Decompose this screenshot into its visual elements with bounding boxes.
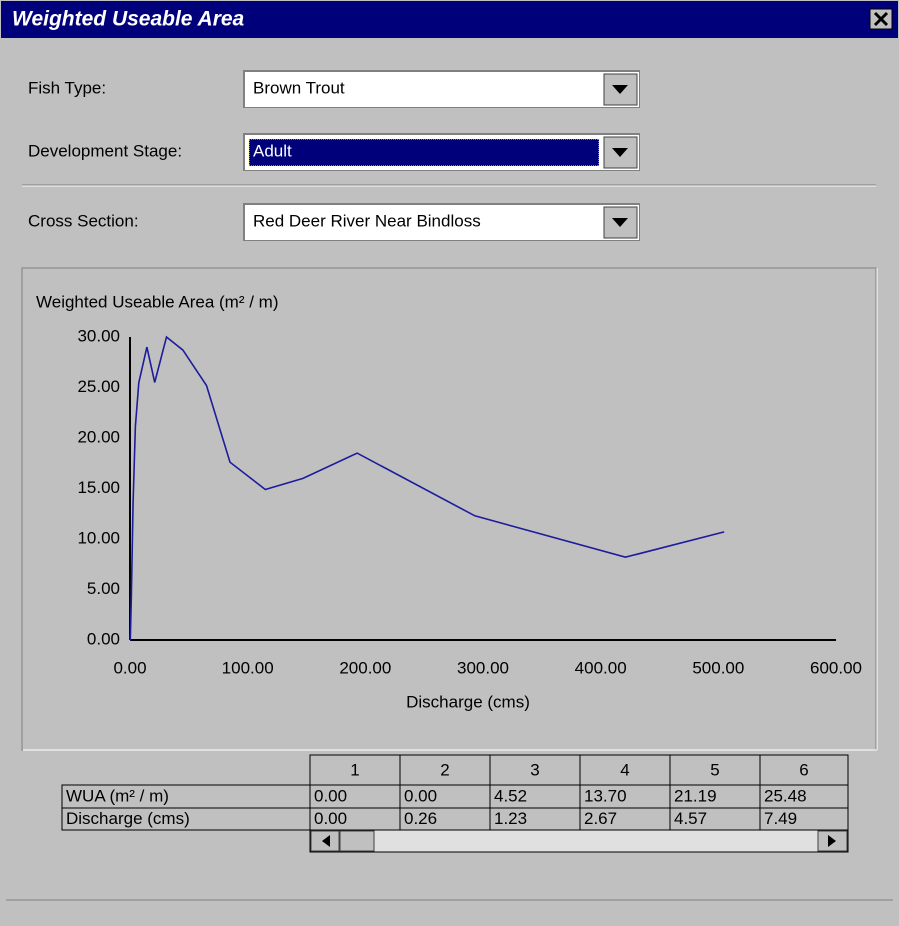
field-label: Fish Type:: [28, 78, 106, 97]
dropdown-arrow: [612, 148, 628, 157]
title-bar: [1, 1, 898, 38]
y-tick-label: 30.00: [77, 326, 120, 345]
dropdown-field: [245, 205, 639, 240]
cell: 13.70: [584, 786, 627, 805]
x-tick-label: 100.00: [222, 658, 274, 677]
close-button[interactable]: [869, 8, 893, 30]
arrow: [828, 835, 836, 847]
row-label: Discharge (cms): [66, 809, 190, 828]
scroll-thumb[interactable]: [339, 830, 375, 852]
x-tick-label: 500.00: [692, 658, 744, 677]
x-tick-label: 600.00: [810, 658, 862, 677]
column-header: 3: [530, 760, 539, 779]
scrollbar-track[interactable]: [309, 829, 849, 853]
y-tick-label: 5.00: [87, 579, 120, 598]
window-title: Weighted Useable Area: [12, 8, 245, 31]
data-line: [129, 335, 725, 641]
dropdown-value: Brown Trout: [253, 78, 345, 97]
x-axis-label: Discharge (cms): [406, 692, 530, 711]
cell: 7.49: [764, 809, 797, 828]
y-tick-label: 25.00: [77, 377, 120, 396]
x-tick-label: 300.00: [457, 658, 509, 677]
y-tick-label: 10.00: [77, 528, 120, 547]
cell: 4.57: [674, 809, 707, 828]
cell: 0.00: [314, 786, 347, 805]
selection: [249, 139, 599, 166]
cell: 25.48: [764, 786, 807, 805]
cell: 4.52: [494, 786, 527, 805]
dropdown-field: [245, 72, 639, 107]
cell: 2.67: [584, 809, 617, 828]
focus-rect: [248, 138, 600, 167]
dropdown-value: Red Deer River Near Bindloss: [253, 211, 481, 230]
y-tick-label: 20.00: [77, 427, 120, 446]
column-header: 5: [710, 760, 719, 779]
x-tick-label: 200.00: [339, 658, 391, 677]
cell: 0.26: [404, 809, 437, 828]
column-header: 6: [799, 760, 808, 779]
cell: 0.00: [404, 786, 437, 805]
cell: 0.00: [314, 809, 347, 828]
column-header: 4: [620, 760, 629, 779]
y-axis-label: Weighted Useable Area (m² / m): [36, 292, 279, 311]
dropdown-arrow: [612, 85, 628, 94]
field-label: Cross Section:: [28, 211, 139, 230]
row-label: WUA (m² / m): [66, 786, 169, 805]
cell: 1.23: [494, 809, 527, 828]
y-tick-label: 0.00: [87, 629, 120, 648]
cell: 21.19: [674, 786, 717, 805]
x-tick-label: 0.00: [113, 658, 146, 677]
column-header: 1: [350, 760, 359, 779]
arrow: [322, 835, 330, 847]
field-label: Development Stage:: [28, 141, 182, 160]
dropdown-value: Adult: [253, 141, 292, 160]
y-tick-label: 15.00: [77, 478, 120, 497]
x-tick-label: 400.00: [575, 658, 627, 677]
column-header: 2: [440, 760, 449, 779]
dropdown-arrow: [612, 218, 628, 227]
